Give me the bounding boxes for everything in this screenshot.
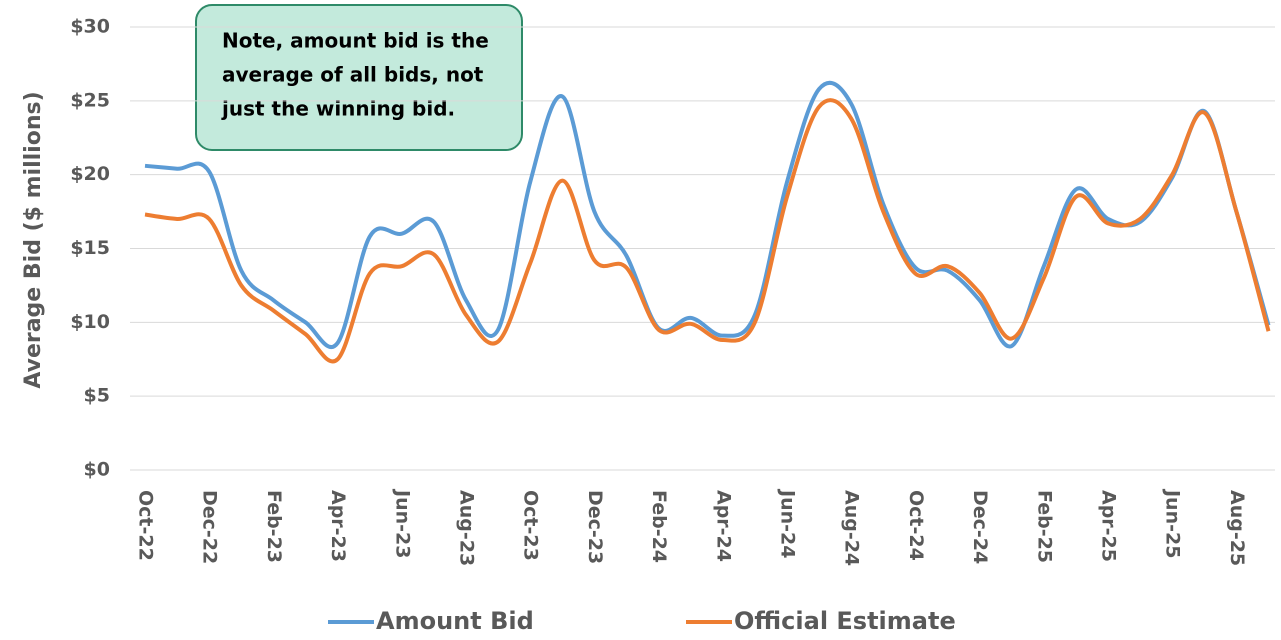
x-tick-label: Oct-22: [135, 490, 157, 561]
x-tick-label: Jun-24: [777, 488, 799, 558]
x-tick-label: Oct-23: [520, 490, 542, 561]
legend-label: Official Estimate: [734, 607, 956, 635]
x-tick-label: Aug-25: [1226, 490, 1248, 566]
x-tick-label: Feb-24: [648, 490, 670, 563]
x-tick-label: Aug-24: [841, 490, 863, 566]
x-tick-label: Jun-25: [1162, 488, 1184, 558]
x-tick-label: Feb-25: [1033, 490, 1055, 563]
y-tick-label: $5: [84, 385, 110, 407]
line-series: [144, 80, 1271, 349]
x-tick-label: Oct-24: [905, 490, 927, 561]
x-tick-label: Dec-22: [199, 490, 221, 564]
y-tick-label: $20: [70, 163, 110, 185]
legend-label: Amount Bid: [376, 607, 534, 635]
x-tick-label: Apr-23: [327, 490, 349, 562]
y-tick-label: $25: [70, 89, 110, 111]
y-tick-label: $10: [70, 311, 110, 333]
annotation-text: just the winning bid.: [221, 97, 455, 121]
y-tick-label: $0: [84, 459, 110, 481]
line-series: [144, 98, 1271, 364]
annotation-text: average of all bids, not: [222, 63, 484, 87]
annotation-box: [195, 4, 523, 151]
x-tick-label: Feb-23: [263, 490, 285, 563]
x-tick-label: Apr-24: [712, 490, 734, 562]
x-tick-label: Apr-25: [1098, 490, 1120, 562]
y-tick-label: $30: [70, 16, 110, 38]
x-tick-label: Dec-23: [584, 490, 606, 564]
y-tick-label: $15: [70, 237, 110, 259]
annotation-text: Note, amount bid is the: [222, 29, 489, 53]
x-tick-label: Jun-23: [391, 488, 413, 558]
x-tick-label: Dec-24: [969, 490, 991, 564]
y-axis-label: Average Bid ($ millions): [21, 91, 46, 388]
x-tick-label: Aug-23: [456, 490, 478, 566]
